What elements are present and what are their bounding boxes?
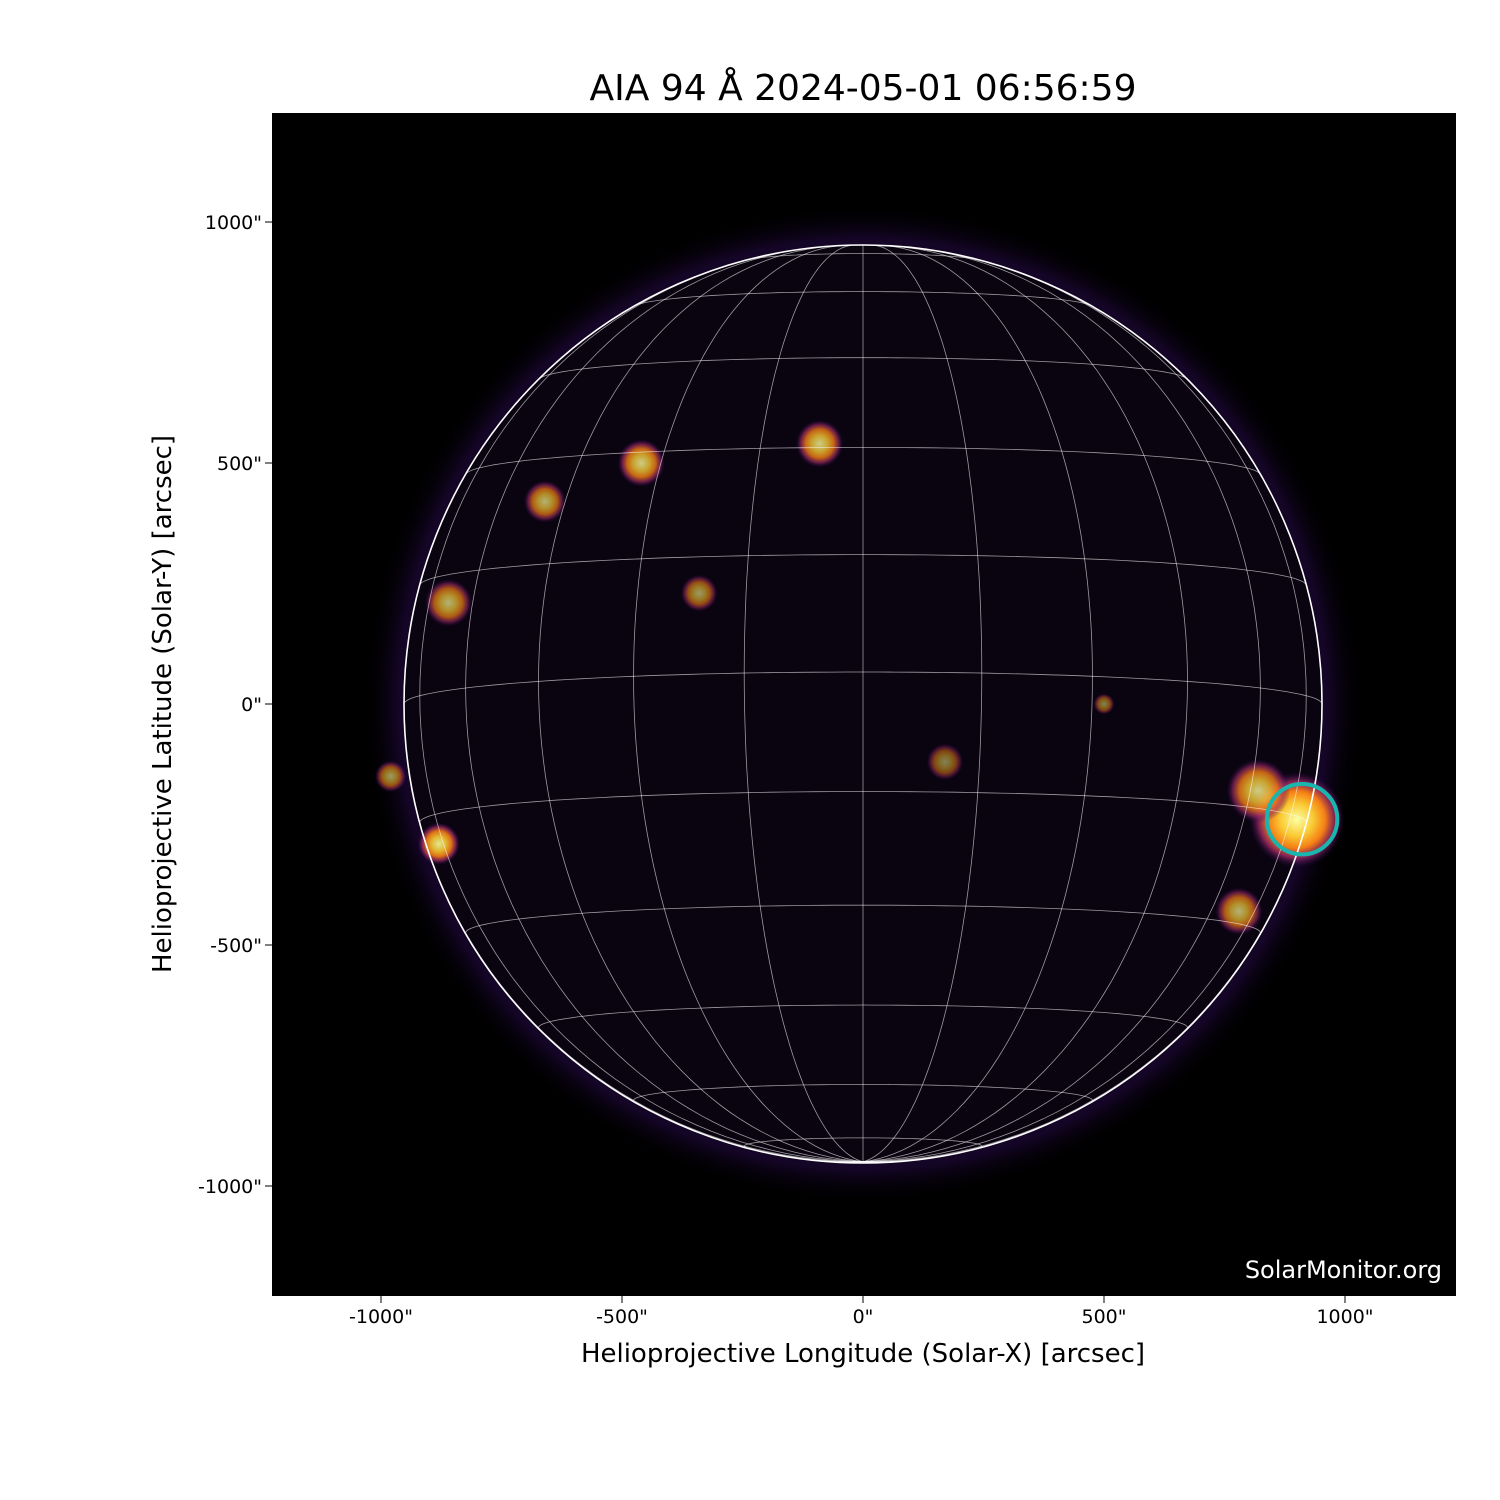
active-region [795,419,844,468]
active-region [523,480,567,523]
highlight-circle [1264,782,1340,857]
active-region [1093,693,1115,715]
y-axis-label: Helioprojective Latitude (Solar-Y) [arcs… [148,435,178,973]
x-tick-label: -1000" [349,1306,413,1328]
longitude-gridline [465,248,864,1163]
longitude-gridline [419,261,864,1163]
longitude-gridline [862,261,1307,1163]
active-region [926,743,964,781]
active-region [1215,887,1263,936]
y-tick-label: -1000" [198,1176,262,1198]
active-region [617,439,666,487]
longitude-gridline [862,245,1093,1163]
longitude-gridline [862,248,1261,1163]
active-region [424,578,473,627]
x-axis-label: Helioprojective Longitude (Solar-X) [arc… [581,1339,1145,1369]
longitude-gridline [633,245,864,1163]
y-tick-label: 1000" [205,212,262,234]
x-tick-label: 0" [853,1306,874,1328]
active-region [417,822,461,865]
active-region [374,760,407,793]
longitude-gridline [538,246,864,1163]
y-tick-label: -500" [210,935,262,957]
active-region [680,574,718,612]
watermark: SolarMonitor.org [1245,1256,1442,1284]
y-tick-label: 500" [217,453,262,475]
longitude-gridline [743,245,864,1163]
longitude-gridline [862,245,983,1163]
chart-title: AIA 94 Å 2024-05-01 06:56:59 [589,68,1137,109]
y-tick-label: 0" [241,694,262,716]
x-tick-label: -500" [596,1306,648,1328]
solar-limb [403,244,1323,1164]
longitude-gridline [862,246,1188,1163]
x-tick-label: 500" [1081,1306,1126,1328]
x-tick-label: 1000" [1316,1306,1373,1328]
